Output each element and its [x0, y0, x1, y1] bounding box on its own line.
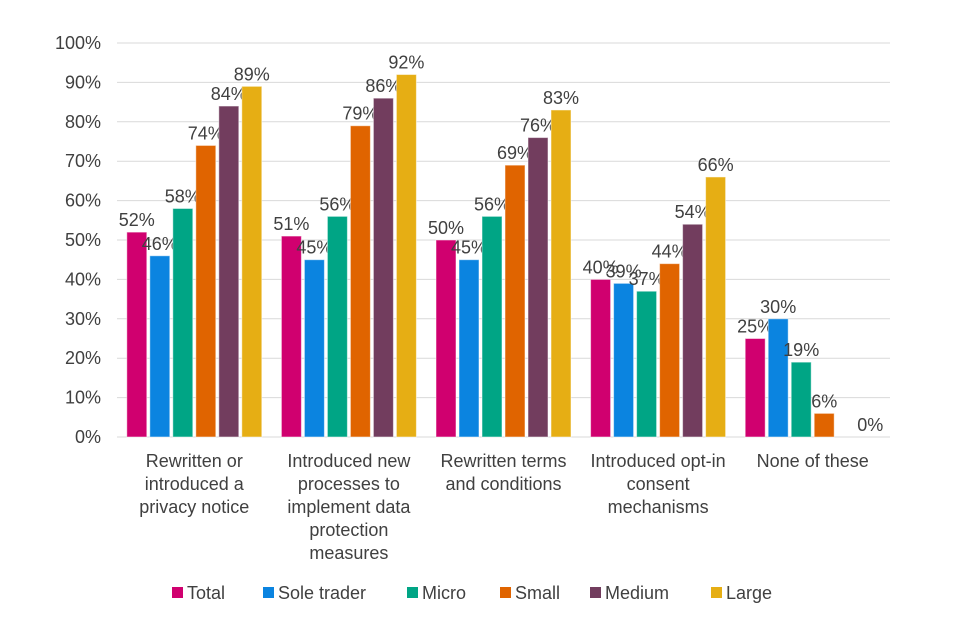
- y-tick-label: 60%: [65, 191, 101, 211]
- bar: [126, 231, 148, 438]
- data-label: 40%: [583, 257, 619, 277]
- bar: [149, 255, 171, 438]
- x-category-label: mechanisms: [608, 497, 709, 517]
- data-label: 56%: [474, 194, 510, 214]
- x-category-label: measures: [309, 543, 388, 563]
- data-label: 58%: [165, 186, 201, 206]
- x-category-label: None of these: [757, 451, 869, 471]
- data-label: 92%: [388, 53, 424, 73]
- data-label: 44%: [652, 242, 688, 262]
- y-tick-label: 0%: [75, 427, 101, 447]
- bar: [504, 164, 526, 438]
- data-label: 79%: [342, 104, 378, 124]
- bar: [613, 282, 635, 438]
- bar: [326, 215, 348, 438]
- x-category-label: implement data: [287, 497, 411, 517]
- x-category-label: Rewritten terms: [440, 451, 566, 471]
- y-tick-label: 50%: [65, 230, 101, 250]
- data-label: 52%: [119, 210, 155, 230]
- x-category-label: consent: [627, 474, 690, 494]
- y-tick-label: 80%: [65, 112, 101, 132]
- bar: [705, 176, 727, 438]
- y-tick-label: 40%: [65, 269, 101, 289]
- x-category-label: Rewritten or: [146, 451, 243, 471]
- y-tick-label: 20%: [65, 348, 101, 368]
- legend-swatch: [172, 587, 183, 598]
- data-label: 83%: [543, 88, 579, 108]
- data-label: 50%: [428, 218, 464, 238]
- y-tick-label: 10%: [65, 388, 101, 408]
- x-category-label: protection: [309, 520, 388, 540]
- legend-swatch: [590, 587, 601, 598]
- bar: [435, 239, 457, 438]
- bar: [550, 109, 572, 438]
- bar: [195, 144, 217, 438]
- bar: [790, 361, 812, 438]
- data-label: 86%: [365, 76, 401, 96]
- legend-swatch: [263, 587, 274, 598]
- x-category-label: processes to: [298, 474, 400, 494]
- legend-label: Medium: [605, 583, 669, 603]
- bar: [241, 85, 263, 438]
- bar: [303, 259, 325, 438]
- legend-swatch: [407, 587, 418, 598]
- bar: [458, 259, 480, 438]
- bar: [636, 290, 658, 438]
- legend-label: Small: [515, 583, 560, 603]
- data-label: 89%: [234, 64, 270, 84]
- x-category-label: privacy notice: [139, 497, 249, 517]
- bar: [659, 263, 681, 438]
- data-label: 37%: [629, 269, 665, 289]
- data-label: 56%: [319, 194, 355, 214]
- data-label: 19%: [783, 340, 819, 360]
- data-label: 45%: [296, 238, 332, 258]
- bar: [813, 412, 835, 438]
- data-label: 46%: [142, 234, 178, 254]
- x-category-label: Introduced new: [287, 451, 411, 471]
- data-label: 84%: [211, 84, 247, 104]
- data-label: 51%: [273, 214, 309, 234]
- data-label: 39%: [606, 261, 642, 281]
- bar: [682, 223, 704, 438]
- bar: [767, 318, 789, 438]
- data-label: 30%: [760, 297, 796, 317]
- bar: [372, 97, 394, 438]
- data-label: 54%: [675, 202, 711, 222]
- data-label: 6%: [811, 391, 837, 411]
- data-label: 69%: [497, 143, 533, 163]
- data-label: 25%: [737, 317, 773, 337]
- bar: [218, 105, 240, 438]
- bar: [481, 215, 503, 438]
- y-tick-label: 30%: [65, 309, 101, 329]
- legend-label: Total: [187, 583, 225, 603]
- data-label: 0%: [857, 415, 883, 435]
- bar: [349, 125, 371, 438]
- bar: [172, 207, 194, 438]
- y-tick-label: 100%: [55, 33, 101, 53]
- x-category-label: introduced a: [145, 474, 245, 494]
- data-label: 74%: [188, 123, 224, 143]
- data-label: 45%: [451, 238, 487, 258]
- legend-label: Sole trader: [278, 583, 366, 603]
- legend-label: Micro: [422, 583, 466, 603]
- legend-swatch: [500, 587, 511, 598]
- data-label: 76%: [520, 116, 556, 136]
- bar: [395, 74, 417, 438]
- legend-swatch: [711, 587, 722, 598]
- data-label: 66%: [698, 155, 734, 175]
- x-category-label: Introduced opt-in: [591, 451, 726, 471]
- bar: [744, 338, 766, 438]
- y-tick-label: 90%: [65, 72, 101, 92]
- bar: [280, 235, 302, 438]
- y-tick-label: 70%: [65, 151, 101, 171]
- legend-label: Large: [726, 583, 772, 603]
- bar: [527, 137, 549, 438]
- bar: [590, 278, 612, 438]
- x-category-label: and conditions: [445, 474, 561, 494]
